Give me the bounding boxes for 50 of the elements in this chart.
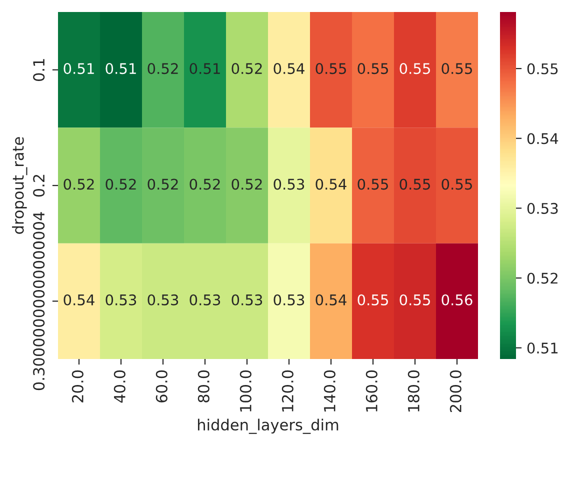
data-label: 0.52: [190, 178, 220, 190]
data-label: 0.55: [400, 294, 430, 306]
color-bar-label: 0.55: [527, 63, 558, 74]
color-bar-label: 0.51: [527, 342, 558, 354]
data-label: 0.55: [442, 178, 472, 190]
x-tick-label: 20.0: [72, 370, 84, 402]
data-label: 0.52: [148, 178, 178, 190]
color-bar-label: 0.54: [527, 133, 558, 144]
data-label: 0.55: [358, 294, 388, 306]
x-tick-label: 100.0: [240, 370, 252, 412]
color-bar-label: 0.53: [527, 202, 558, 214]
data-label: 0.51: [64, 63, 94, 74]
y-tick-label: 0.2: [33, 174, 45, 197]
data-label: 0.53: [232, 294, 262, 306]
data-label: 0.52: [148, 63, 178, 74]
data-label: 0.55: [358, 63, 388, 74]
x-tick-label: 40.0: [114, 370, 126, 403]
y-tick-label: 0.30000000000000004: [33, 212, 45, 390]
data-label: 0.53: [274, 178, 304, 190]
x-axis-title: hidden_layers_dim: [198, 418, 338, 434]
data-label: 0.52: [232, 178, 262, 190]
data-label: 0.53: [148, 294, 178, 306]
data-label: 0.52: [232, 63, 262, 74]
data-label: 0.53: [274, 294, 304, 306]
data-label: 0.53: [190, 294, 220, 306]
data-label: 0.51: [190, 63, 220, 74]
x-tick-label: 120.0: [282, 370, 294, 412]
data-label: 0.55: [400, 63, 430, 74]
data-label: 0.54: [316, 294, 346, 306]
x-tick-label: 160.0: [366, 370, 378, 412]
data-label: 0.54: [274, 63, 304, 74]
x-tick-label: 140.0: [324, 370, 336, 412]
data-label: 0.56: [442, 294, 472, 306]
data-label: 0.55: [358, 178, 388, 190]
x-tick-label: 80.0: [198, 370, 210, 402]
data-label: 0.53: [106, 294, 136, 306]
data-label: 0.54: [64, 294, 94, 306]
color-bar-label: 0.52: [527, 272, 558, 284]
x-tick-label: 180.0: [408, 370, 420, 412]
data-label: 0.55: [400, 178, 430, 190]
y-axis-title: dropout_rate: [12, 137, 28, 234]
data-label: 0.52: [64, 178, 94, 190]
data-label: 0.51: [106, 63, 136, 74]
data-label: 0.55: [316, 63, 346, 74]
x-tick-label: 60.0: [156, 370, 168, 402]
data-label: 0.52: [106, 178, 136, 190]
data-label: 0.55: [442, 63, 472, 74]
data-label: 0.54: [316, 178, 346, 190]
x-tick-label: 200.0: [450, 370, 462, 412]
y-tick-label: 0.1: [33, 59, 45, 81]
